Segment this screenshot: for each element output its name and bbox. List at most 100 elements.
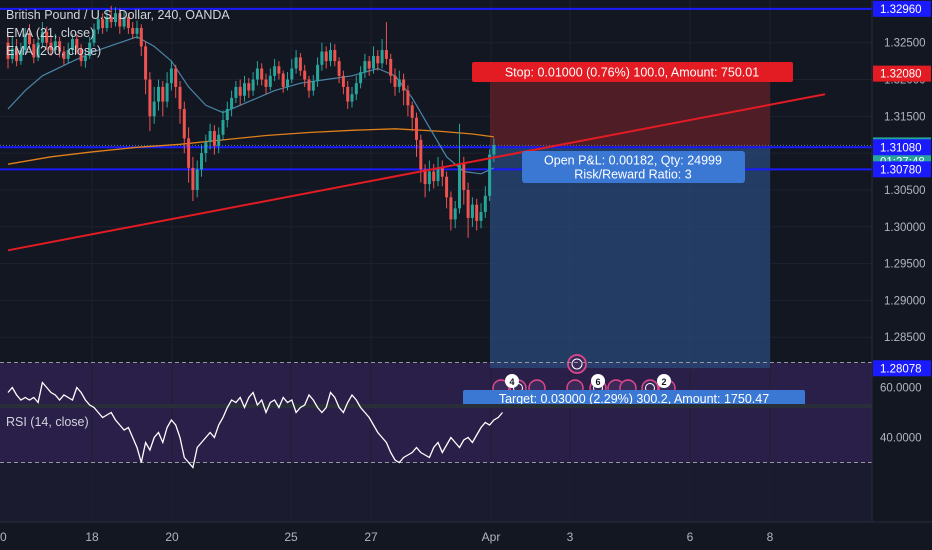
candle-body	[251, 79, 255, 91]
candle-body	[217, 134, 221, 146]
candle-body	[36, 42, 40, 58]
candle-body	[255, 68, 259, 80]
candle-body	[294, 57, 298, 69]
candle-body	[333, 50, 337, 62]
event-badge	[591, 374, 605, 388]
candle-body	[470, 204, 474, 218]
candle-body	[372, 55, 375, 69]
candle-body	[101, 19, 105, 28]
candle-body	[200, 153, 203, 170]
candle-body	[458, 164, 461, 209]
rsi-tick-label: 60.0000	[880, 383, 922, 395]
candle-body	[32, 44, 36, 58]
candle-body	[445, 176, 449, 198]
candle-body	[380, 50, 384, 64]
candle-body	[273, 66, 277, 76]
candle-body	[148, 79, 152, 117]
price-tick-label: 1.30500	[884, 185, 926, 197]
price-tick-label: 1.30000	[884, 222, 926, 234]
candle-body	[389, 58, 393, 76]
candle-body	[157, 86, 160, 102]
candle-body	[432, 171, 436, 182]
price-tag-bg	[873, 65, 931, 82]
candle-body	[436, 167, 440, 182]
candle-body	[28, 33, 31, 45]
candle-body	[58, 41, 62, 52]
candle-body	[182, 108, 186, 139]
price-tag-bg	[873, 161, 931, 178]
candle-body	[324, 51, 328, 62]
ema200-line	[7, 128, 494, 165]
stop-label-box	[472, 62, 793, 82]
candle-body	[488, 154, 492, 196]
candle-body	[307, 79, 311, 91]
candle-body	[53, 41, 57, 51]
candle-body	[225, 108, 229, 121]
candle-body	[466, 189, 470, 218]
economic-event-icon	[567, 354, 587, 374]
pnl-label-box	[522, 151, 745, 183]
candle-body	[75, 39, 79, 49]
candle-body	[290, 68, 294, 80]
candle-body	[268, 75, 272, 87]
price-tick-label: 1.29500	[884, 259, 926, 271]
trendline	[7, 93, 826, 252]
candle-body	[161, 86, 165, 102]
candle-body	[346, 86, 350, 102]
price-tag-bg	[873, 360, 931, 377]
ema200-legend: EMA (200, close)	[6, 44, 102, 58]
candle-body	[79, 48, 83, 62]
price-tag-stop: 1.32080	[880, 69, 922, 81]
candle-body	[234, 86, 238, 98]
candle-body	[423, 169, 427, 185]
candle-body	[10, 48, 14, 59]
price-tag-hline: 1.31080	[880, 142, 922, 154]
candle-body	[187, 138, 191, 168]
candle-body	[350, 94, 354, 102]
candle-body	[376, 55, 380, 64]
candle-body	[19, 50, 23, 62]
price-tag-bg	[873, 0, 931, 17]
candle-body	[281, 73, 285, 87]
stop-zone	[490, 73, 770, 148]
candle-body	[6, 42, 10, 59]
candle-body	[311, 80, 315, 91]
price-tick-label: 1.28500	[884, 332, 926, 344]
candle-body	[329, 50, 332, 62]
candle-body	[122, 16, 126, 27]
stop-label: Stop: 0.01000 (0.76%) 100.0, Amount: 750…	[505, 66, 759, 80]
candle-body	[230, 97, 234, 109]
candle-body	[410, 105, 414, 118]
rsi-band	[0, 362, 872, 463]
candle-body	[109, 16, 113, 23]
candle-body	[449, 197, 453, 220]
candle-body	[243, 83, 246, 96]
candle-body	[354, 83, 358, 95]
pnl-label: Open P&L: 0.00182, Qty: 24999	[544, 154, 722, 168]
time-tick-label: 20	[165, 530, 179, 544]
candle-body	[208, 131, 212, 143]
event-badge	[657, 374, 671, 388]
event-badge-count: 4	[509, 377, 514, 387]
candle-body	[419, 139, 423, 170]
price-tag-target: 1.28078	[880, 363, 922, 375]
target-zone	[490, 147, 770, 369]
candle-body	[195, 169, 199, 190]
candles-group	[6, 5, 496, 238]
candle-body	[316, 64, 320, 81]
candle-body	[475, 204, 479, 221]
candle-body	[15, 48, 19, 62]
candle-body	[105, 16, 109, 28]
candle-body	[247, 83, 251, 91]
ema21-legend: EMA (21, close)	[6, 26, 95, 40]
time-tick-label: Apr	[482, 530, 501, 544]
time-tick-label: 8	[767, 530, 774, 544]
price-tag-hline: 1.32960	[880, 4, 922, 16]
candle-body	[462, 164, 466, 190]
candle-body	[320, 51, 324, 65]
candle-body	[298, 57, 302, 71]
candle-body	[114, 13, 117, 23]
time-tick-label: 25	[284, 530, 298, 544]
